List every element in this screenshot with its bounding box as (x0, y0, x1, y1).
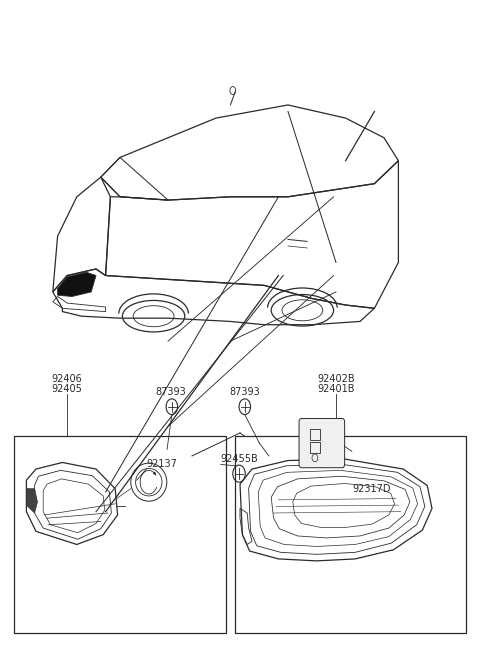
Text: 92401B: 92401B (317, 384, 355, 394)
Polygon shape (26, 489, 37, 513)
Polygon shape (58, 272, 96, 297)
Text: 92137: 92137 (146, 459, 177, 469)
Text: 87393: 87393 (229, 387, 260, 397)
Text: 92402B: 92402B (317, 374, 355, 384)
Text: 87393: 87393 (155, 387, 186, 397)
Bar (310, 442, 320, 453)
Text: 92405: 92405 (52, 384, 83, 394)
Text: 92406: 92406 (52, 374, 83, 384)
FancyBboxPatch shape (299, 419, 345, 468)
Text: 92455B: 92455B (221, 455, 259, 464)
Bar (310, 429, 320, 440)
Text: 92317D: 92317D (353, 483, 391, 494)
